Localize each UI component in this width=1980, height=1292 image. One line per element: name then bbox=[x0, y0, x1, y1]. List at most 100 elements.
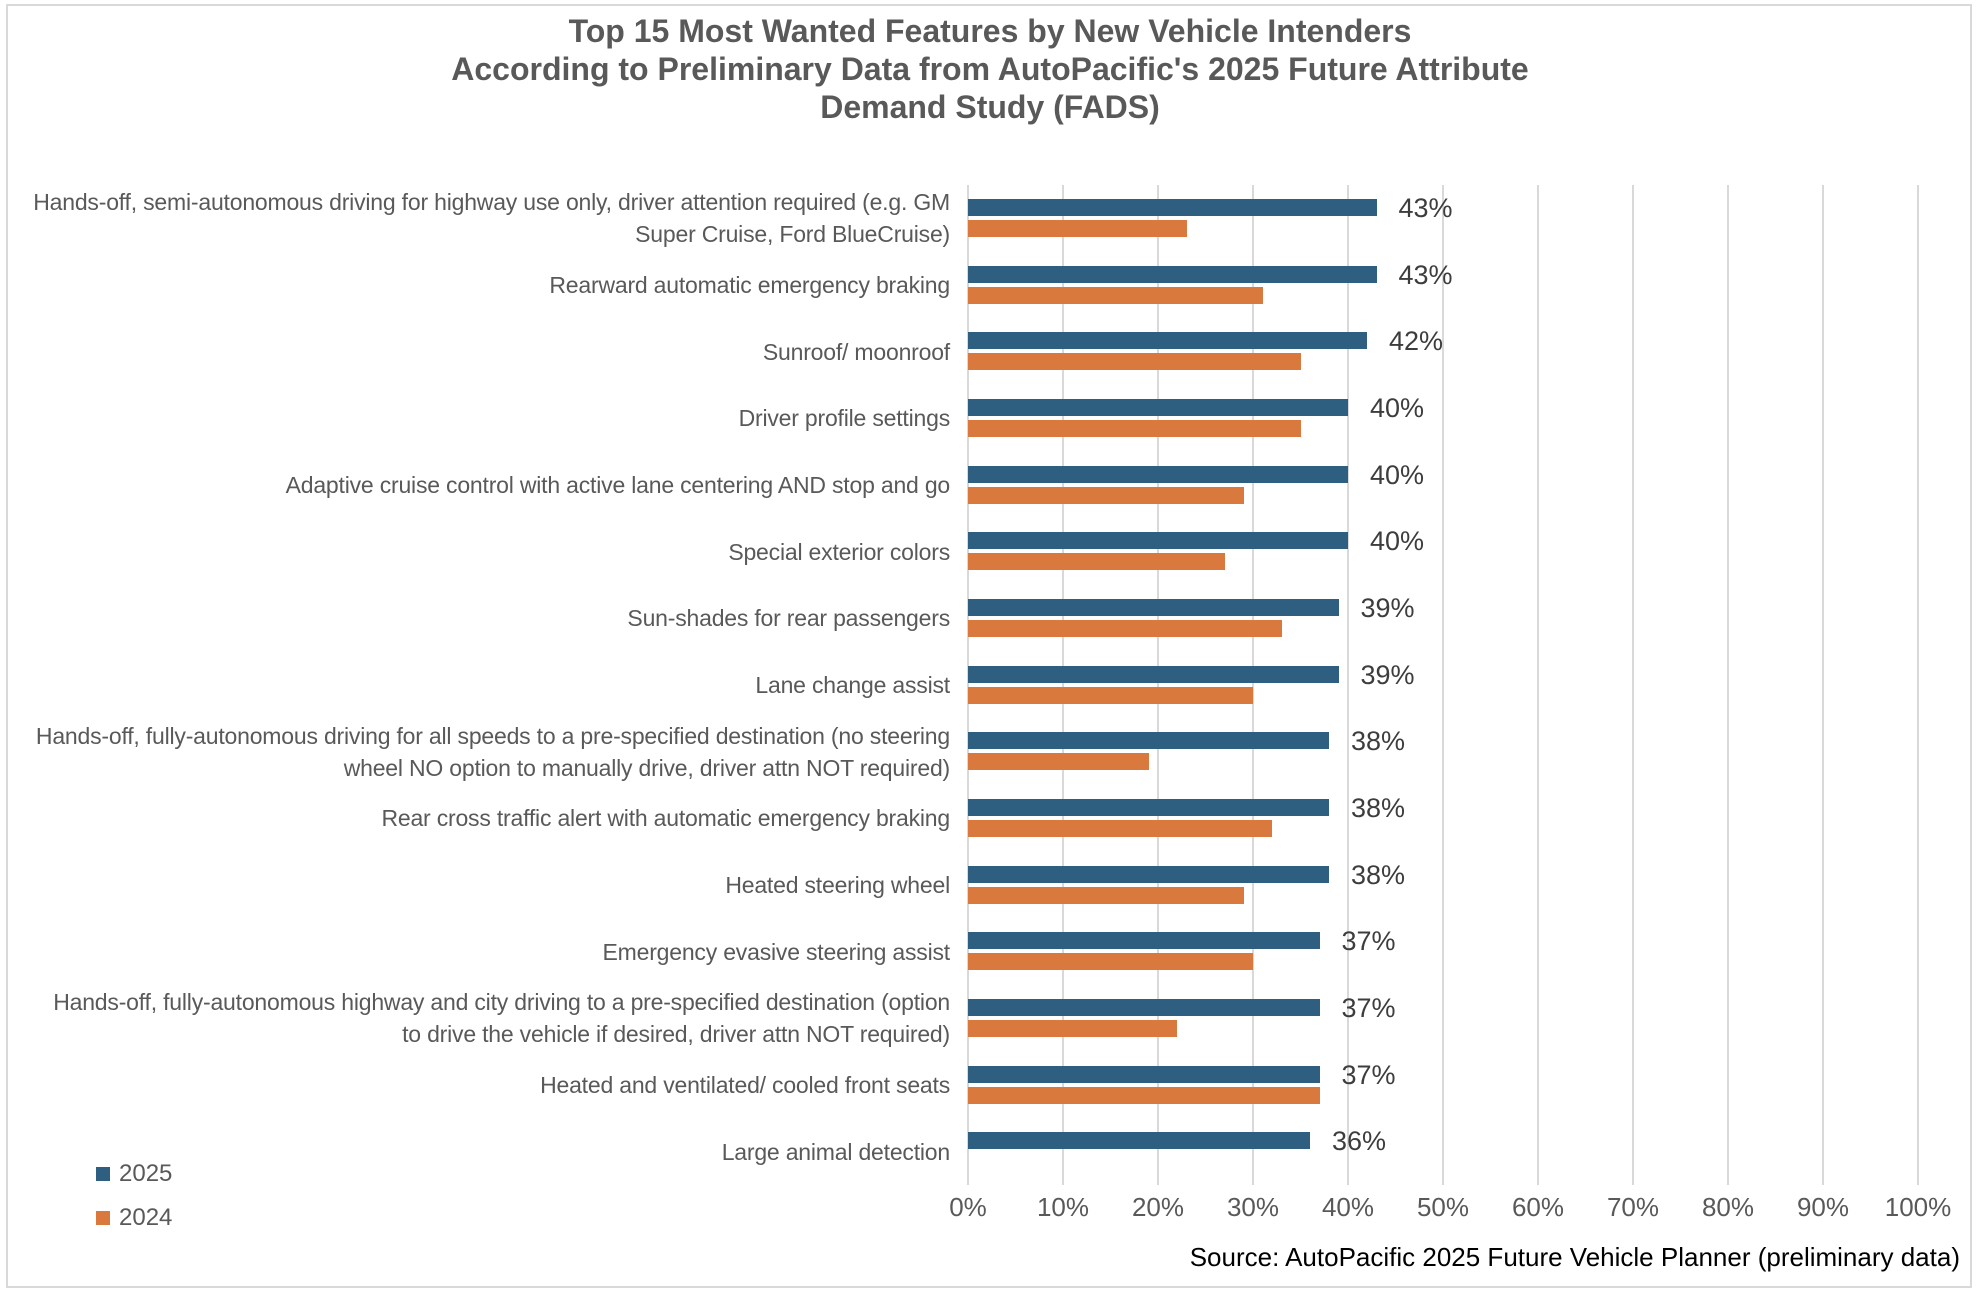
value-label: 39% bbox=[1360, 593, 1415, 624]
category-label: Emergency evasive steering assist bbox=[15, 918, 951, 985]
gridline-0% bbox=[967, 185, 969, 1185]
bar-2025 bbox=[968, 332, 1367, 350]
category-axis: Hands-off, semi-autonomous driving for h… bbox=[15, 185, 950, 1185]
gridline-100% bbox=[1917, 185, 1919, 1185]
bar-2024 bbox=[968, 286, 1263, 304]
category-label-line: Hands-off, fully-autonomous highway and … bbox=[53, 989, 950, 1016]
bar-2025 bbox=[968, 399, 1348, 417]
source-note: Source: AutoPacific 2025 Future Vehicle … bbox=[1189, 1242, 1960, 1272]
x-tick-label-50%: 50% bbox=[1416, 1192, 1470, 1222]
legend-item-2025: 2025 bbox=[96, 1160, 172, 1188]
chart-row: 40% bbox=[968, 452, 1918, 519]
bar-2025 bbox=[968, 865, 1329, 883]
category-label: Heated and ventilated/ cooled front seat… bbox=[15, 1052, 950, 1119]
chart-row: 37% bbox=[968, 985, 1918, 1052]
category-label-line: Hands-off, semi-autonomous driving for h… bbox=[33, 189, 950, 216]
category-label: Sun-shades for rear passengers bbox=[15, 585, 950, 652]
bar-2025 bbox=[968, 1132, 1310, 1150]
x-tick-label-60%: 60% bbox=[1511, 1192, 1565, 1222]
bar-rows: 43% 43% 42% 40% 40% 40% 39% 39% 38% 38% 38% 37% 37% 3… bbox=[968, 185, 1918, 1185]
category-label-line: wheel NO option to manually drive, drive… bbox=[343, 754, 950, 781]
gridlines bbox=[967, 185, 1919, 1185]
chart-title-line-3: Demand Study (FADS) bbox=[820, 89, 1160, 125]
bar-2024 bbox=[968, 886, 1244, 904]
value-label: 42% bbox=[1389, 326, 1444, 357]
bar-2025 bbox=[968, 1065, 1320, 1083]
category-label-line: Driver profile settings bbox=[738, 405, 951, 432]
x-tick-label-100%: 100% bbox=[1884, 1192, 1952, 1222]
category-label-line: Sunroof/ moonroof bbox=[762, 338, 950, 365]
category-label-line: Rearward automatic emergency braking bbox=[549, 272, 950, 298]
category-label: Driver profile settings bbox=[15, 385, 951, 452]
category-label: Sunroof/ moonroof bbox=[15, 318, 950, 385]
value-label: 37% bbox=[1341, 926, 1396, 957]
bar-2024 bbox=[968, 686, 1253, 704]
x-tick-label-0%: 0% bbox=[949, 1192, 987, 1222]
gridline-70% bbox=[1632, 185, 1634, 1185]
category-label-line: Sun-shades for rear passengers bbox=[627, 605, 950, 632]
bar-2024 bbox=[968, 486, 1244, 504]
value-label: 40% bbox=[1370, 393, 1425, 424]
legend-swatch-2025 bbox=[96, 1167, 110, 1181]
chart-row: 39% bbox=[968, 652, 1918, 719]
category-label-line: Lane change assist bbox=[755, 672, 950, 699]
chart-row: 36% bbox=[968, 1118, 1918, 1185]
bar-2024 bbox=[968, 1086, 1320, 1104]
bar-2024 bbox=[968, 820, 1272, 838]
bar-2025 bbox=[968, 665, 1339, 683]
bar-2024 bbox=[968, 420, 1301, 438]
bar-2025 bbox=[968, 599, 1339, 617]
category-label-line: Adaptive cruise control with active lane… bbox=[285, 472, 951, 499]
plot-area: 43% 43% 42% 40% 40% 40% 39% 39% 38% 38% 38% 37% 37% 3… bbox=[967, 185, 1919, 1185]
value-label: 37% bbox=[1341, 993, 1396, 1024]
value-label: 37% bbox=[1341, 1059, 1396, 1090]
legend-label-2024: 2024 bbox=[119, 1204, 173, 1231]
value-label: 40% bbox=[1370, 526, 1425, 557]
x-tick-label-70%: 70% bbox=[1606, 1192, 1660, 1222]
bar-2025 bbox=[968, 465, 1348, 483]
value-label: 38% bbox=[1351, 726, 1406, 757]
x-tick-label-30%: 30% bbox=[1226, 1192, 1280, 1222]
category-label: Lane change assist bbox=[15, 652, 950, 719]
bar-2025 bbox=[968, 999, 1320, 1017]
bar-2025 bbox=[968, 732, 1329, 750]
chart-row: 38% bbox=[968, 785, 1918, 852]
chart-row: 37% bbox=[968, 1052, 1918, 1119]
legend-label-2025: 2025 bbox=[119, 1160, 173, 1187]
bar-2024 bbox=[968, 620, 1282, 638]
chart-row: 39% bbox=[968, 585, 1918, 652]
category-label-line: Super Cruise, Ford BlueCruise) bbox=[635, 221, 950, 248]
bar-2025 bbox=[968, 799, 1329, 817]
chart-row: 37% bbox=[968, 918, 1918, 985]
bar-2024 bbox=[968, 953, 1253, 971]
category-label: Rearward automatic emergency braking bbox=[15, 252, 950, 319]
chart-row: 43% bbox=[968, 185, 1918, 252]
category-label-line: Large animal detection bbox=[721, 1138, 951, 1165]
category-label-line: Emergency evasive steering assist bbox=[602, 938, 951, 965]
gridline-40% bbox=[1347, 185, 1349, 1185]
bar-2024 bbox=[968, 220, 1187, 237]
bar-2024 bbox=[968, 353, 1301, 371]
x-tick-label-90%: 90% bbox=[1796, 1192, 1850, 1222]
chart-row: 42% bbox=[968, 318, 1918, 385]
category-label: Large animal detection bbox=[15, 1118, 951, 1185]
chart-title: Top 15 Most Wanted Features by New Vehic… bbox=[0, 12, 1980, 126]
category-label: Rear cross traffic alert with automatic … bbox=[15, 785, 950, 852]
legend-item-2024: 2024 bbox=[96, 1204, 172, 1232]
bar-2025 bbox=[968, 265, 1377, 283]
category-label-line: Heated and ventilated/ cooled front seat… bbox=[540, 1072, 950, 1099]
bar-2025 bbox=[968, 532, 1348, 550]
bar-2024 bbox=[968, 1020, 1177, 1038]
chart-row: 40% bbox=[968, 518, 1918, 585]
value-label: 43% bbox=[1398, 259, 1453, 290]
category-label: Hands-off, fully-autonomous highway and … bbox=[15, 985, 950, 1052]
bar-2025 bbox=[968, 932, 1320, 950]
gridline-30% bbox=[1252, 185, 1254, 1185]
chart-row: 43% bbox=[968, 252, 1918, 319]
category-label: Adaptive cruise control with active lane… bbox=[15, 452, 951, 519]
bar-2024 bbox=[968, 753, 1149, 771]
category-label: Hands-off, fully-autonomous driving for … bbox=[15, 718, 950, 785]
chart-title-line-2: According to Preliminary Data from AutoP… bbox=[451, 51, 1529, 87]
category-label-line: Special exterior colors bbox=[728, 538, 950, 565]
x-axis: 0% 10% 20% 30% 40% 50% 60% 70% 80% 90% 100% bbox=[949, 1192, 1951, 1226]
